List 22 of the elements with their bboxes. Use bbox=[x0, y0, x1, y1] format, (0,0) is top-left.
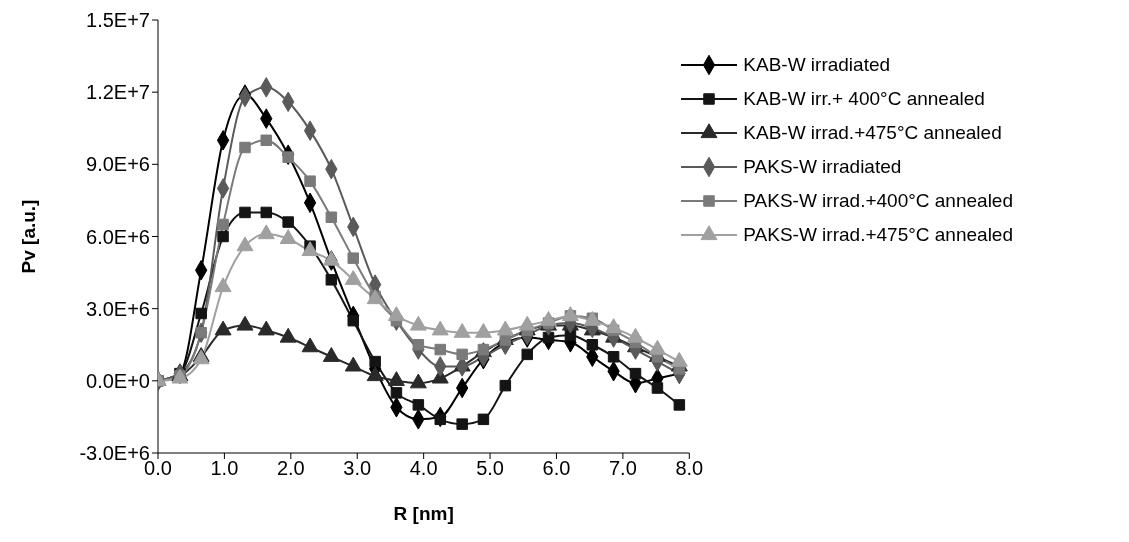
legend-label: KAB-W irradiated bbox=[743, 53, 891, 77]
x-tick-label: 2.0 bbox=[276, 457, 305, 480]
y-tick-label: 3.0E+6 bbox=[86, 297, 150, 320]
x-tick-label: 4.0 bbox=[409, 457, 438, 480]
x-tick-label: 3.0 bbox=[343, 457, 372, 480]
x-tick-label: 6.0 bbox=[542, 457, 571, 480]
legend-label: PAKS-W irrad.+475°C annealed bbox=[743, 223, 1013, 247]
legend-label: KAB-W irrad.+475°C annealed bbox=[743, 121, 1002, 145]
x-axis-title: R [nm] bbox=[393, 503, 454, 524]
y-axis-title: Pv [a.u.] bbox=[17, 199, 39, 274]
legend-label: PAKS-W irradiated bbox=[743, 155, 902, 179]
x-tick-label: 1.0 bbox=[210, 457, 239, 480]
y-tick-label: 6.0E+6 bbox=[86, 225, 150, 248]
y-tick-label: 0.0E+0 bbox=[86, 369, 150, 392]
legend-label: KAB-W irr.+ 400°C annealed bbox=[743, 87, 985, 111]
x-tick-label: 7.0 bbox=[608, 457, 637, 480]
y-tick-label: 9.0E+6 bbox=[86, 153, 150, 176]
y-tick-label: 1.5E+7 bbox=[86, 9, 150, 32]
x-tick-label: 8.0 bbox=[675, 457, 704, 480]
x-tick-label: 5.0 bbox=[476, 457, 504, 480]
legend-label: PAKS-W irrad.+400°C annealed bbox=[743, 189, 1013, 213]
y-tick-label: 1.2E+7 bbox=[86, 81, 150, 104]
